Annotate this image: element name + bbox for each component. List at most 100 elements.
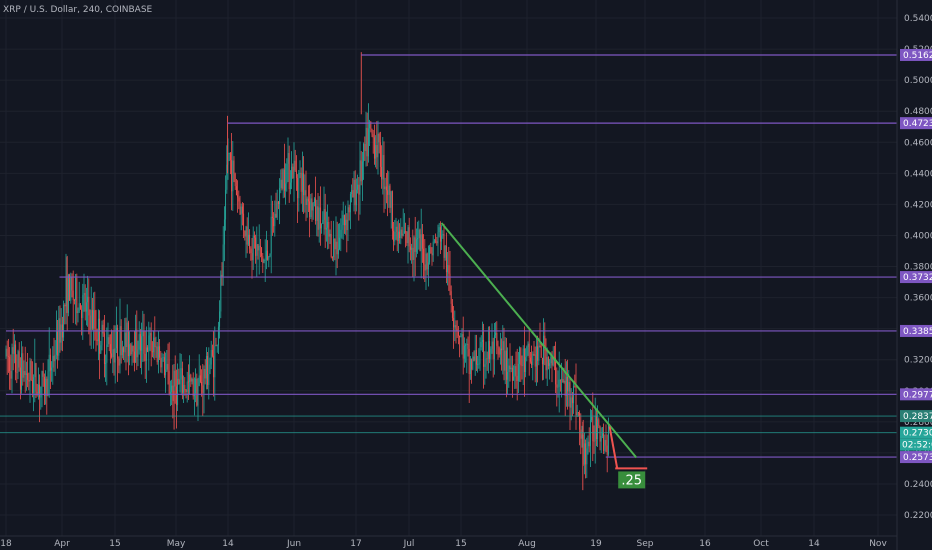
candle-body [543,335,545,365]
candle-body [24,371,26,375]
badge-layer: 0.5162 0.4723 0.3732 0.3385 0.2977 0.2573 0.28… [900,48,932,464]
candle-body [154,337,156,348]
candle-body [118,358,120,366]
candle-body [557,386,559,388]
candle-body [499,348,501,355]
candle-body [503,341,505,371]
candle-body [412,247,414,261]
candle-body [153,337,155,353]
candle-body [199,375,201,382]
candle-body [112,349,114,358]
candle-body [300,172,302,192]
candle-body [568,382,570,392]
candle-body [339,237,341,250]
candle-body [159,346,161,358]
candle-body [126,322,128,347]
candle-body [490,348,492,360]
candle-body [277,201,279,205]
candle-body [181,368,183,393]
candle-body [123,347,125,353]
candle-body [141,336,143,351]
candle-body [12,347,14,354]
candle-body [267,250,269,260]
candle-body [516,375,518,381]
candle-body [413,237,415,261]
candle-body [418,229,420,239]
candle-body [281,179,283,189]
candle-body [387,190,389,195]
candle-body [23,371,25,378]
candle-body [381,166,383,180]
candle-body [95,328,97,340]
candle-body [151,351,153,353]
candle-body [489,341,491,360]
candle-body [498,347,500,355]
candle-body [394,231,396,242]
time-axis[interactable]: 18 Apr 15 May 14 Jun 17 Jul 15 Aug 19 Sep 16 Oct 14 Nov [0,539,887,549]
candle-body [25,373,27,375]
candle-body [443,234,445,258]
candle-body [40,386,42,398]
candle-body [468,348,470,375]
candle-body [163,357,165,376]
candle-body [70,277,72,301]
candle-body [108,337,110,345]
candle-body [369,121,371,129]
candle-body [365,127,367,152]
candle-body [145,347,147,361]
price-tick-label: 0.2200 [904,511,932,521]
candle-body [427,262,429,270]
candle-body [497,345,499,348]
candle-body [77,311,79,314]
candle-body [191,378,193,382]
candle-body [605,439,607,446]
candle-body [329,233,331,237]
candle-body [52,355,54,368]
candle-body [346,219,348,231]
candle-body [577,412,579,413]
candle-body [201,381,203,386]
candle-body [447,265,449,273]
target-badge [618,471,646,489]
candle-body [48,354,50,372]
candle-body [397,231,399,242]
candle-body [383,155,385,190]
candle-body [354,179,356,206]
candle-body [147,347,149,352]
candle-body [370,121,372,129]
candle-body [243,213,245,231]
candle-body [231,160,233,192]
candle-body [342,215,344,226]
candle-body [301,173,303,192]
candle-body [246,226,248,245]
candle-body [322,219,324,224]
date-tick-label: May [167,539,186,549]
date-tick-label: Aug [518,539,536,549]
candle-body [171,385,173,392]
candle-body [88,296,90,316]
candle-body [450,291,452,304]
candle-body [268,256,270,260]
countdown-badge [900,438,932,451]
candle-body [22,353,24,378]
candle-body [172,385,174,401]
level-badge [900,324,932,337]
candle-body [307,198,309,202]
candle-body [517,363,519,381]
candle-body [313,198,315,203]
candle-body [150,333,152,352]
candle-body [99,318,101,354]
candle-body [76,278,78,314]
candle-body [385,186,387,191]
candle-body [13,344,15,354]
candle-body [137,349,139,358]
date-tick-label: 18 [0,539,12,549]
candle-body [103,333,105,364]
candle-body [83,293,85,296]
candle-body [471,358,473,370]
target-label: .25 [621,473,642,488]
